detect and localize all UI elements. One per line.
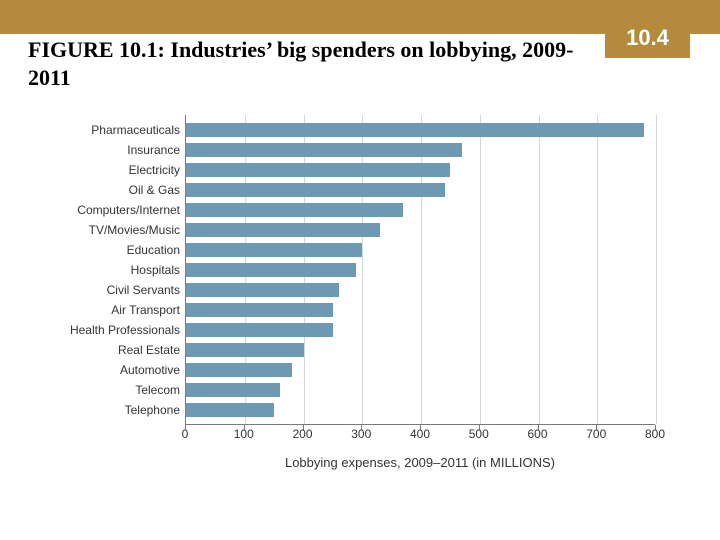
- bar-row: Air Transport: [186, 303, 656, 317]
- bar: [186, 163, 450, 177]
- category-label: Real Estate: [20, 343, 180, 357]
- bar-row: Electricity: [186, 163, 656, 177]
- bar: [186, 303, 333, 317]
- section-badge: 10.4: [605, 18, 690, 58]
- bar-row: Hospitals: [186, 263, 656, 277]
- bar-row: Insurance: [186, 143, 656, 157]
- category-label: Hospitals: [20, 263, 180, 277]
- bar-row: Health Professionals: [186, 323, 656, 337]
- x-tick-label: 0: [182, 427, 189, 441]
- x-tick-label: 200: [292, 427, 312, 441]
- bar-row: Education: [186, 243, 656, 257]
- bar-row: Pharmaceuticals: [186, 123, 656, 137]
- category-label: Pharmaceuticals: [20, 123, 180, 137]
- bar: [186, 223, 380, 237]
- category-label: Insurance: [20, 143, 180, 157]
- category-label: Education: [20, 243, 180, 257]
- x-tick-label: 400: [410, 427, 430, 441]
- bar-row: Oil & Gas: [186, 183, 656, 197]
- section-badge-text: 10.4: [626, 25, 669, 51]
- category-label: Electricity: [20, 163, 180, 177]
- bar: [186, 243, 362, 257]
- bar: [186, 363, 292, 377]
- bar: [186, 123, 644, 137]
- bar-row: TV/Movies/Music: [186, 223, 656, 237]
- category-label: Civil Servants: [20, 283, 180, 297]
- bar: [186, 143, 462, 157]
- bar-row: Telecom: [186, 383, 656, 397]
- x-axis-label: Lobbying expenses, 2009–2011 (in MILLION…: [185, 455, 655, 470]
- category-label: Oil & Gas: [20, 183, 180, 197]
- category-label: Air Transport: [20, 303, 180, 317]
- bar: [186, 283, 339, 297]
- bar-row: Civil Servants: [186, 283, 656, 297]
- x-tick-label: 600: [527, 427, 547, 441]
- bar-row: Real Estate: [186, 343, 656, 357]
- plot-area: Pharmaceuticals Insurance Electricity Oil &…: [185, 115, 655, 425]
- page-root: 10.4 FIGURE 10.1: Industries’ big spende…: [0, 0, 720, 540]
- bar-row: Computers/Internet: [186, 203, 656, 217]
- bar: [186, 403, 274, 417]
- category-label: Telephone: [20, 403, 180, 417]
- lobbying-chart: Pharmaceuticals Insurance Electricity Oil &…: [50, 115, 670, 495]
- x-tick-label: 700: [586, 427, 606, 441]
- bar: [186, 343, 304, 357]
- category-label: TV/Movies/Music: [20, 223, 180, 237]
- bar: [186, 383, 280, 397]
- bar: [186, 263, 356, 277]
- bar: [186, 183, 445, 197]
- bar: [186, 203, 403, 217]
- x-tick-label: 500: [469, 427, 489, 441]
- x-tick-label: 800: [645, 427, 665, 441]
- category-label: Automotive: [20, 363, 180, 377]
- bar: [186, 323, 333, 337]
- category-label: Health Professionals: [20, 323, 180, 337]
- figure-title: FIGURE 10.1: Industries’ big spenders on…: [28, 36, 608, 91]
- bar-row: Automotive: [186, 363, 656, 377]
- category-label: Telecom: [20, 383, 180, 397]
- gridline: [656, 115, 657, 424]
- x-tick-label: 100: [234, 427, 254, 441]
- category-label: Computers/Internet: [20, 203, 180, 217]
- x-tick-label: 300: [351, 427, 371, 441]
- bar-row: Telephone: [186, 403, 656, 417]
